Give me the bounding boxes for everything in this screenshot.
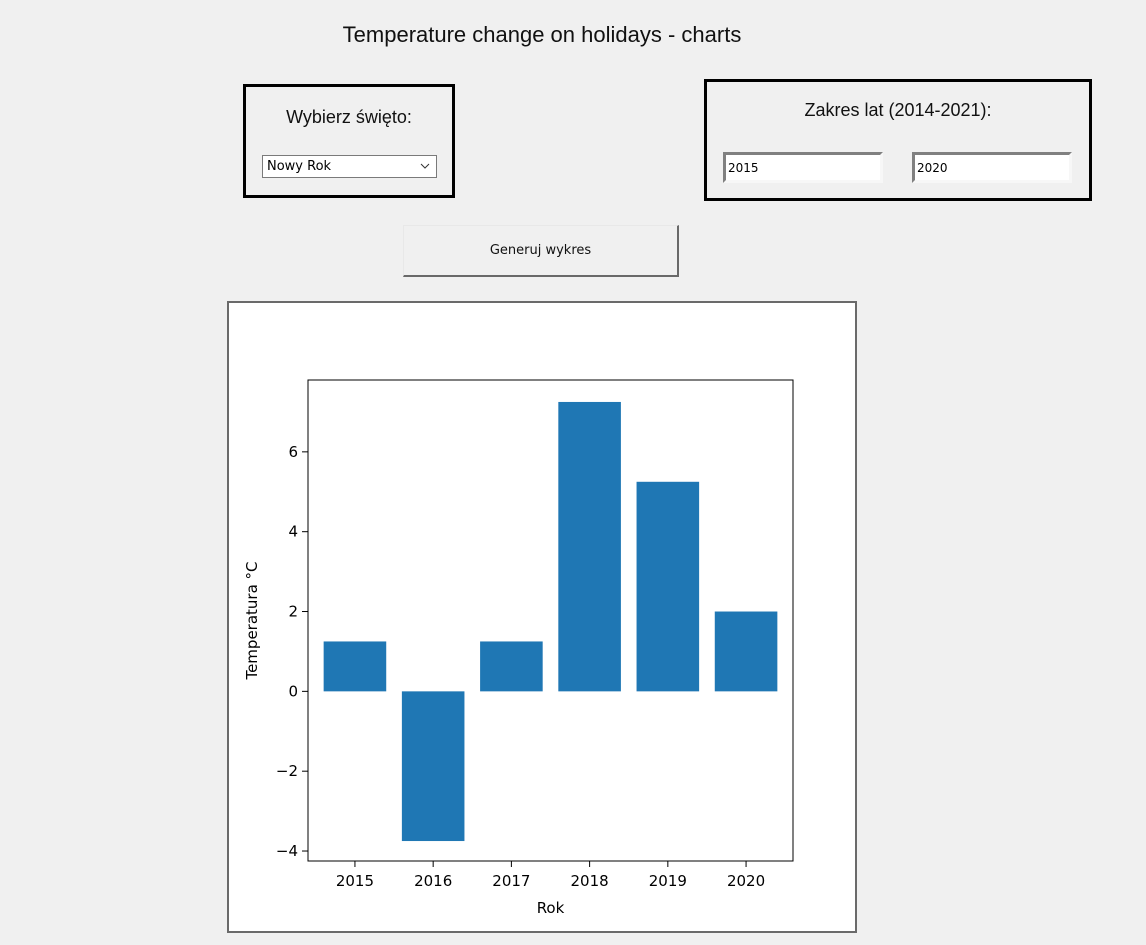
y-tick-label: 4 [288, 523, 298, 541]
year-range-label: Zakres lat (2014-2021): [804, 100, 992, 120]
y-axis-label: Temperatura °C [243, 561, 261, 680]
y-tick-label: 2 [288, 603, 298, 621]
holiday-group: Wybierz święto: Nowy Rok [243, 84, 455, 198]
y-tick-label: 0 [288, 682, 298, 700]
chart-frame: −4 −2 0 2 4 6 2015 2016 2017 2018 2019 2020 Rok Te… [227, 301, 857, 933]
x-tick-label: 2020 [727, 872, 765, 890]
y-tick-label: −2 [276, 762, 298, 780]
x-tick-label: 2019 [649, 872, 687, 890]
holiday-select[interactable]: Nowy Rok [262, 155, 437, 178]
chevron-down-icon [420, 163, 430, 169]
bar-2019 [636, 481, 700, 692]
year-to-input[interactable]: 2020 [912, 152, 1072, 183]
plot-area [307, 379, 794, 862]
x-tick-label: 2017 [492, 872, 530, 890]
holiday-label: Wybierz święto: [286, 107, 412, 127]
holiday-select-value: Nowy Rok [267, 159, 332, 174]
bar-2016 [401, 691, 465, 842]
bar-2015 [323, 641, 387, 692]
bar-chart: −4 −2 0 2 4 6 2015 2016 2017 2018 2019 2020 Rok Te… [243, 379, 794, 917]
year-range-group: Zakres lat (2014-2021): 2015 2020 [704, 79, 1092, 201]
x-tick-label: 2016 [414, 872, 452, 890]
bar-2017 [480, 641, 543, 692]
x-tick-label: 2018 [571, 872, 609, 890]
bar-2018 [558, 401, 621, 692]
bar-2020 [714, 611, 778, 692]
y-tick-label: 6 [288, 443, 298, 461]
page-title: Temperature change on holidays - charts [342, 22, 742, 47]
generate-chart-button[interactable]: Generuj wykres [403, 225, 679, 277]
x-tick-label: 2015 [336, 872, 374, 890]
x-axis-label: Rok [537, 899, 565, 917]
y-tick-label: −4 [276, 842, 298, 860]
year-from-input[interactable]: 2015 [723, 152, 883, 183]
